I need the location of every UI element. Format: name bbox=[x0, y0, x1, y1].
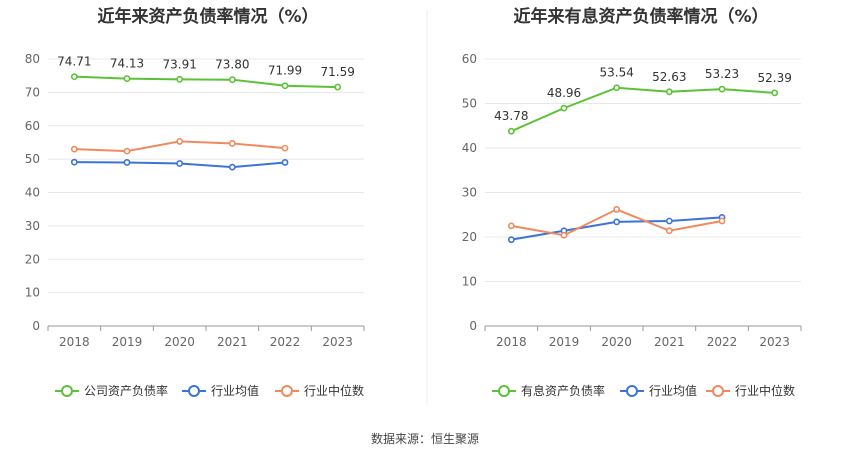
interest-debt-ratio-chart: 近年来有息资产负债率情况（%） 0 10 20 30 40 50 60 2018 2019 2020… bbox=[462, 6, 802, 398]
data-point[interactable] bbox=[771, 89, 779, 97]
legend-item[interactable]: 行业均值 bbox=[620, 383, 697, 398]
legend-label: 行业均值 bbox=[649, 383, 697, 398]
data-point[interactable] bbox=[281, 159, 289, 166]
series-line bbox=[510, 86, 775, 133]
x-tick-label: 2018 bbox=[496, 335, 527, 349]
data-point[interactable] bbox=[70, 73, 78, 81]
data-point[interactable] bbox=[281, 82, 289, 90]
y-tick-label: 70 bbox=[25, 85, 40, 99]
data-label: 43.78 bbox=[494, 109, 528, 123]
data-label: 48.96 bbox=[547, 86, 581, 100]
data-point[interactable] bbox=[665, 217, 673, 225]
data-point[interactable] bbox=[228, 140, 236, 147]
data-point[interactable] bbox=[507, 127, 515, 135]
data-point[interactable] bbox=[70, 158, 78, 166]
data-point[interactable] bbox=[281, 144, 289, 152]
legend-marker bbox=[188, 385, 200, 397]
data-point[interactable] bbox=[507, 236, 515, 244]
data-label: 71.59 bbox=[320, 65, 354, 79]
data-point[interactable] bbox=[613, 84, 621, 92]
y-tick-label: 50 bbox=[462, 97, 477, 111]
data-point[interactable] bbox=[123, 159, 131, 166]
chart-title: 近年来资产负债率情况（%） bbox=[97, 6, 318, 27]
data-label: 74.71 bbox=[57, 55, 91, 69]
y-tick-label: 60 bbox=[462, 52, 477, 66]
legend-marker bbox=[281, 385, 293, 397]
data-point[interactable] bbox=[70, 145, 78, 153]
data-point[interactable] bbox=[334, 83, 342, 91]
y-tick-label: 80 bbox=[25, 52, 40, 66]
data-label: 53.23 bbox=[705, 67, 739, 81]
data-point[interactable] bbox=[176, 138, 184, 145]
y-tick-label: 20 bbox=[25, 252, 40, 266]
series-line bbox=[74, 75, 338, 89]
data-point[interactable] bbox=[123, 75, 131, 82]
source-note: 数据来源：恒生聚源 bbox=[371, 431, 479, 446]
legend-label: 行业均值 bbox=[211, 383, 259, 398]
y-tick-label: 0 bbox=[32, 319, 40, 333]
legend-item[interactable]: 行业均值 bbox=[182, 383, 259, 398]
y-tick-label: 40 bbox=[25, 186, 40, 200]
data-point[interactable] bbox=[665, 88, 673, 96]
legend-marker bbox=[712, 385, 724, 397]
data-point[interactable] bbox=[613, 206, 621, 213]
legend-item[interactable]: 行业中位数 bbox=[706, 383, 795, 398]
x-tick-label: 2020 bbox=[164, 335, 195, 349]
x-tick-label: 2023 bbox=[322, 335, 353, 349]
legend-label: 行业中位数 bbox=[304, 383, 364, 398]
chart-title: 近年来有息资产负债率情况（%） bbox=[513, 6, 768, 27]
data-point[interactable] bbox=[123, 147, 131, 155]
data-label: 52.63 bbox=[652, 70, 686, 84]
x-tick-label: 2019 bbox=[112, 335, 143, 349]
data-point[interactable] bbox=[228, 163, 236, 171]
y-tick-label: 50 bbox=[25, 152, 40, 166]
x-tick-label: 2020 bbox=[601, 335, 632, 349]
x-tick-label: 2022 bbox=[270, 335, 301, 349]
legend-label: 公司资产负债率 bbox=[84, 383, 168, 398]
y-tick-label: 30 bbox=[462, 186, 477, 200]
y-tick-label: 30 bbox=[25, 219, 40, 233]
y-tick-label: 20 bbox=[462, 230, 477, 244]
y-tick-label: 0 bbox=[469, 319, 477, 333]
data-point[interactable] bbox=[507, 222, 515, 230]
x-tick-label: 2023 bbox=[759, 335, 790, 349]
legend-marker bbox=[61, 385, 73, 397]
data-point[interactable] bbox=[176, 160, 184, 167]
data-point[interactable] bbox=[718, 85, 726, 93]
y-tick-label: 60 bbox=[25, 119, 40, 133]
x-tick-label: 2021 bbox=[217, 335, 248, 349]
x-tick-label: 2018 bbox=[59, 335, 90, 349]
legend-item[interactable]: 行业中位数 bbox=[275, 383, 364, 398]
debt-ratio-chart: 近年来资产负债率情况（%） 0 10 20 30 40 50 60 70 80 2018 2019 20… bbox=[25, 6, 365, 398]
x-tick-label: 2019 bbox=[549, 335, 580, 349]
data-label: 73.80 bbox=[215, 58, 249, 72]
data-label: 52.39 bbox=[757, 71, 791, 85]
data-label: 74.13 bbox=[110, 57, 144, 71]
legend-item[interactable]: 有息资产负债率 bbox=[492, 383, 605, 398]
y-tick-label: 10 bbox=[25, 286, 40, 300]
data-point[interactable] bbox=[665, 227, 673, 235]
data-point[interactable] bbox=[176, 75, 184, 83]
legend-label: 有息资产负债率 bbox=[521, 383, 605, 398]
x-tick-label: 2022 bbox=[707, 335, 738, 349]
data-point[interactable] bbox=[613, 218, 621, 226]
legend-item[interactable]: 公司资产负债率 bbox=[55, 383, 168, 398]
y-tick-label: 40 bbox=[462, 141, 477, 155]
data-label: 53.54 bbox=[599, 66, 633, 80]
x-tick-label: 2021 bbox=[654, 335, 685, 349]
legend-marker bbox=[626, 385, 638, 397]
data-label: 71.99 bbox=[268, 64, 302, 78]
data-label: 73.91 bbox=[162, 57, 196, 71]
legend-marker bbox=[498, 385, 510, 397]
data-point[interactable] bbox=[228, 76, 236, 84]
data-point[interactable] bbox=[560, 104, 568, 112]
data-point[interactable] bbox=[560, 231, 568, 239]
data-point[interactable] bbox=[718, 217, 726, 225]
y-tick-label: 10 bbox=[462, 275, 477, 289]
legend-label: 行业中位数 bbox=[735, 383, 795, 398]
